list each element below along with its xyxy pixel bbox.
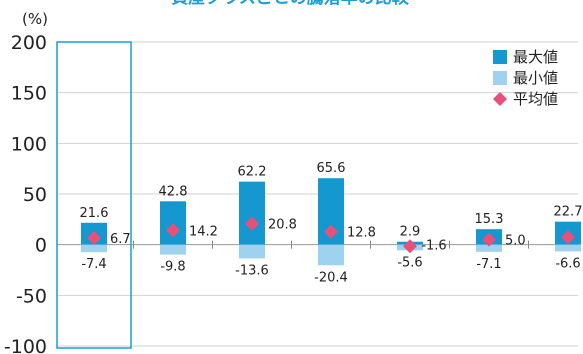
min-bar (555, 244, 581, 252)
legend-swatch-min (493, 71, 507, 85)
y-tick-label: 50 (23, 184, 47, 206)
avg-marker (245, 216, 259, 231)
y-tick-label: 200 (11, 32, 47, 54)
y-tick-label: -50 (16, 285, 47, 307)
avg-marker (561, 230, 575, 245)
y-unit-label: (%) (22, 10, 48, 28)
max-value-label: 2.9 (400, 225, 421, 240)
avg-marker (87, 230, 101, 245)
avg-value-label: 14.2 (189, 224, 218, 239)
y-tick-label: 0 (35, 235, 47, 257)
legend-swatch-max (493, 50, 507, 64)
grid-layer (56, 41, 578, 349)
min-bar (318, 244, 344, 266)
avg-value-label: 6.7 (110, 232, 131, 247)
max-value-label: 15.3 (475, 212, 504, 227)
bars-layer (81, 178, 581, 266)
min-value-label: -20.4 (314, 270, 348, 285)
min-value-label: -13.6 (235, 263, 269, 278)
avg-value-label: -1.6 (421, 239, 446, 254)
legend-label-avg: 平均値 (513, 90, 558, 108)
legend-label-max: 最大値 (513, 48, 558, 66)
min-bar (160, 244, 186, 255)
max-value-label: 42.8 (159, 184, 188, 199)
min-bar (81, 244, 107, 253)
max-value-label: 65.6 (317, 161, 346, 176)
legend-label-min: 最小値 (513, 69, 558, 87)
min-value-label: -9.8 (160, 260, 185, 275)
avg-marker (166, 223, 180, 238)
avg-marker (324, 224, 338, 239)
min-value-label: -6.6 (555, 256, 580, 271)
avg-marker (482, 232, 496, 247)
avg-value-label: 5.0 (505, 234, 526, 249)
avg-marker (403, 239, 417, 254)
markers-layer (87, 216, 575, 254)
min-bar (476, 244, 502, 252)
min-value-label: -7.4 (81, 257, 106, 272)
legend-swatch-avg (493, 92, 507, 106)
max-value-label: 62.2 (238, 165, 267, 180)
chart-title: 資産クラスごとの騰落率の比較 (171, 0, 409, 8)
y-tick-label: 100 (11, 133, 47, 155)
avg-value-label: 12.8 (347, 226, 376, 241)
avg-value-label: 20.8 (268, 218, 297, 233)
y-tick-label: 150 (11, 83, 47, 105)
max-value-label: 21.6 (80, 206, 109, 221)
highlight-frame (56, 41, 132, 349)
min-value-label: -7.1 (476, 257, 501, 272)
y-tick-label: -100 (4, 336, 47, 354)
min-value-label: -5.6 (397, 255, 422, 270)
labels-layer: 200 150 100 50 0 -50 -100 21.6 -7.4 6.7 42.8 -9.8 14… (4, 32, 583, 354)
min-bar (239, 244, 265, 259)
max-bar (239, 181, 265, 245)
max-value-label: 22.7 (554, 205, 583, 220)
max-bar (160, 201, 186, 245)
